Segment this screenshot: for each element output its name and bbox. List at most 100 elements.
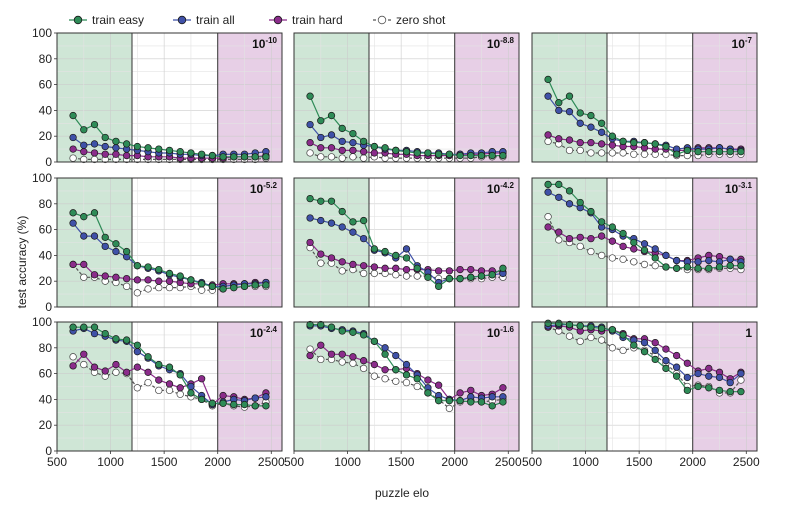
data-point-hard <box>317 341 325 349</box>
data-point-easy <box>608 223 617 231</box>
data-point-easy <box>445 274 454 283</box>
data-point-easy <box>101 329 109 338</box>
data-point-easy <box>672 150 681 158</box>
data-point-all <box>672 256 681 265</box>
data-point-easy <box>467 151 475 160</box>
data-point-all <box>392 351 400 360</box>
data-point-easy <box>544 319 552 327</box>
data-point-easy <box>640 138 649 147</box>
data-point-hard <box>80 148 88 156</box>
data-point-easy <box>608 132 617 140</box>
data-point-hard <box>338 350 346 358</box>
data-point-zero <box>69 353 77 361</box>
data-point-easy <box>662 364 670 373</box>
data-point-easy <box>176 272 184 280</box>
data-point-all <box>69 219 77 227</box>
data-point-zero <box>608 254 617 262</box>
data-point-easy <box>327 111 336 120</box>
data-point-hard <box>392 264 400 272</box>
data-point-easy <box>488 151 496 160</box>
data-point-easy <box>651 254 659 262</box>
data-point-zero <box>413 382 421 391</box>
data-point-easy <box>392 146 400 155</box>
data-point-all <box>338 137 346 146</box>
data-point-easy <box>587 207 595 216</box>
data-point-easy <box>112 240 120 248</box>
data-point-all <box>317 216 325 225</box>
data-point-easy <box>90 209 99 217</box>
panel-title-exponent: -7 <box>745 36 753 45</box>
data-point-easy <box>619 229 627 238</box>
x-tick-label: 500 <box>284 455 304 469</box>
data-point-easy <box>499 398 507 406</box>
data-point-easy <box>413 264 421 272</box>
x-tick-label: 1500 <box>151 455 178 469</box>
panel-title-exponent: -2.4 <box>263 325 277 334</box>
legend-marker-easy <box>73 15 83 25</box>
panel-title-exponent: -10 <box>265 36 277 45</box>
data-point-all <box>726 378 734 387</box>
data-point-easy <box>197 150 206 158</box>
data-point-hard <box>144 368 152 376</box>
data-point-easy <box>651 355 659 364</box>
y-tick-label: 80 <box>39 52 53 66</box>
data-point-easy <box>392 366 400 374</box>
data-point-easy <box>359 137 368 146</box>
data-point-easy <box>165 363 174 371</box>
data-point-hard <box>555 228 563 236</box>
data-point-easy <box>349 218 357 226</box>
data-point-zero <box>338 358 346 366</box>
data-point-easy <box>187 389 195 397</box>
data-point-easy <box>133 142 142 151</box>
panel-title-base: 1 <box>745 326 752 340</box>
series-easy <box>69 209 270 293</box>
data-point-hard <box>338 146 346 155</box>
data-point-hard <box>544 223 552 231</box>
data-point-zero <box>381 375 389 383</box>
data-point-all <box>327 131 336 139</box>
data-point-easy <box>456 274 464 283</box>
data-point-easy <box>349 129 357 138</box>
data-point-hard <box>381 264 389 272</box>
data-point-easy <box>90 323 99 331</box>
data-point-easy <box>683 146 692 155</box>
data-point-zero <box>445 404 454 413</box>
data-point-hard <box>338 258 346 266</box>
panel-title-exponent: -3.1 <box>738 181 752 190</box>
data-point-all <box>705 372 713 380</box>
data-point-hard <box>434 267 443 275</box>
plot-frame <box>293 32 520 163</box>
data-point-easy <box>619 331 627 339</box>
plot-frame <box>56 177 283 308</box>
data-point-hard <box>101 272 109 280</box>
x-tick-label: 1500 <box>626 455 653 469</box>
data-point-zero <box>80 273 88 281</box>
panel-title-base: 10 <box>250 182 264 196</box>
data-point-easy <box>694 382 702 391</box>
x-tick-label: 2000 <box>441 455 468 469</box>
data-point-all <box>327 219 336 227</box>
data-point-zero <box>144 378 152 387</box>
data-point-easy <box>240 282 249 291</box>
y-tick-label: 40 <box>39 248 53 262</box>
data-point-zero <box>576 242 584 251</box>
data-point-all <box>349 138 357 147</box>
data-point-zero <box>80 155 88 164</box>
data-point-easy <box>726 262 734 270</box>
data-point-easy <box>565 187 574 195</box>
data-point-easy <box>705 148 713 156</box>
y-tick-label: 0 <box>45 444 52 458</box>
data-point-easy <box>467 398 475 406</box>
data-point-easy <box>544 180 552 189</box>
data-point-easy <box>327 197 336 205</box>
data-point-zero <box>349 359 357 367</box>
data-point-easy <box>662 263 670 271</box>
panel-title-exponent: -4.2 <box>500 181 514 190</box>
data-point-easy <box>327 323 336 331</box>
data-point-easy <box>219 399 227 407</box>
data-point-all <box>662 357 670 365</box>
data-point-easy <box>317 117 325 125</box>
legend-label-hard: train hard <box>292 13 343 27</box>
data-point-easy <box>544 75 552 84</box>
